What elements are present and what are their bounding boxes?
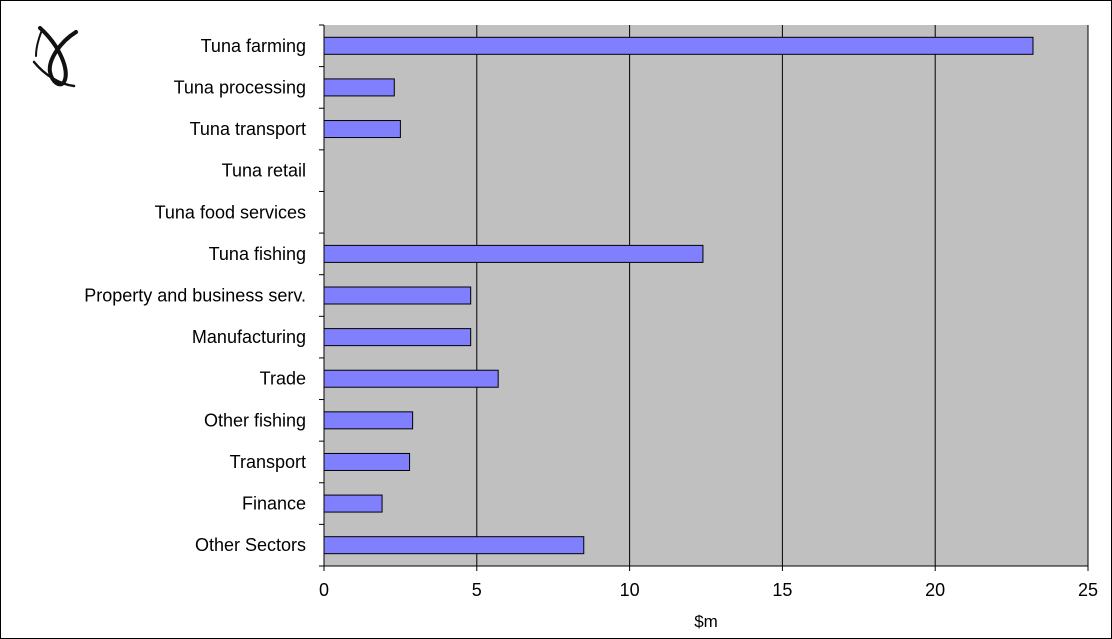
category-label-tuna-food-services: Tuna food services	[155, 202, 306, 222]
bar-tuna-fishing	[323, 244, 704, 263]
bar-finance	[323, 494, 383, 513]
category-label-tuna-fishing: Tuna fishing	[209, 244, 306, 264]
x-tick-label-25: 25	[1078, 580, 1098, 600]
bar-manufacturing	[323, 328, 472, 347]
category-label-trade: Trade	[260, 369, 306, 389]
category-label-other-sectors: Other Sectors	[195, 535, 306, 555]
category-label-tuna-processing: Tuna processing	[174, 77, 306, 97]
category-label-other-fishing: Other fishing	[204, 410, 306, 430]
x-tick-label-15: 15	[772, 580, 792, 600]
bar-other-fishing	[323, 411, 414, 430]
bar-property-and-business-serv	[323, 286, 472, 305]
bar-tuna-transport	[323, 120, 401, 139]
ribbon-logo-icon	[32, 26, 78, 88]
bar-other-sectors	[323, 536, 585, 555]
category-label-property-and-business-serv: Property and business serv.	[84, 286, 306, 306]
category-label-tuna-transport: Tuna transport	[190, 119, 306, 139]
bar-tuna-processing	[323, 78, 395, 97]
category-label-finance: Finance	[242, 494, 306, 514]
x-tick-label-20: 20	[925, 580, 945, 600]
bar-tuna-farming	[323, 36, 1034, 55]
bar-trade	[323, 369, 499, 388]
category-label-tuna-retail: Tuna retail	[222, 161, 306, 181]
x-tick-label-10: 10	[620, 580, 640, 600]
category-label-transport: Transport	[230, 452, 306, 472]
x-axis-title: $m	[694, 612, 718, 631]
bar-transport	[323, 452, 411, 471]
x-tick-label-5: 5	[472, 580, 482, 600]
x-tick-label-0: 0	[319, 580, 329, 600]
category-label-manufacturing: Manufacturing	[192, 327, 306, 347]
category-label-tuna-farming: Tuna farming	[201, 36, 306, 56]
